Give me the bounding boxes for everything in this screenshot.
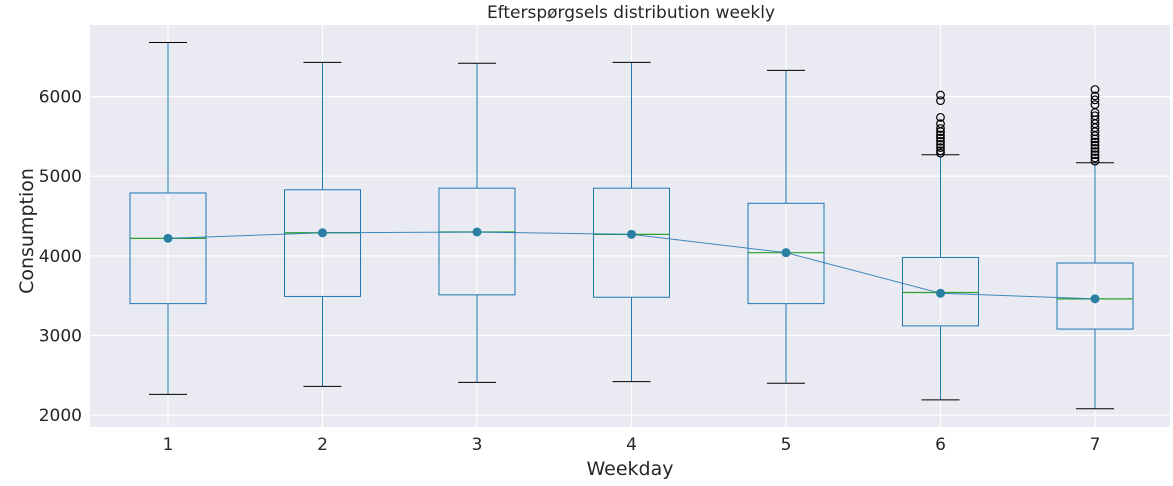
mean-point — [473, 227, 482, 236]
chart-title: Efterspørgsels distribution weekly — [487, 3, 775, 23]
x-tick-label: 6 — [935, 435, 946, 455]
mean-point — [1091, 294, 1100, 303]
mean-point — [164, 234, 173, 243]
y-tick-label: 4000 — [39, 247, 82, 267]
mean-point — [318, 228, 327, 237]
x-tick-label: 7 — [1090, 435, 1101, 455]
mean-point — [782, 248, 791, 257]
x-axis-label: Weekday — [586, 458, 673, 480]
y-tick-label: 5000 — [39, 167, 82, 187]
x-tick-label: 1 — [163, 435, 174, 455]
y-tick-label: 2000 — [39, 406, 82, 426]
y-tick-label: 3000 — [39, 326, 82, 346]
plot-background — [90, 25, 1170, 427]
x-tick-label: 5 — [781, 435, 792, 455]
mean-point — [936, 289, 945, 298]
x-tick-label: 3 — [472, 435, 483, 455]
y-tick-label: 6000 — [39, 88, 82, 108]
y-axis-label: Consumption — [16, 168, 38, 294]
mean-point — [627, 230, 636, 239]
x-tick-label: 4 — [626, 435, 637, 455]
x-tick-label: 2 — [317, 435, 328, 455]
